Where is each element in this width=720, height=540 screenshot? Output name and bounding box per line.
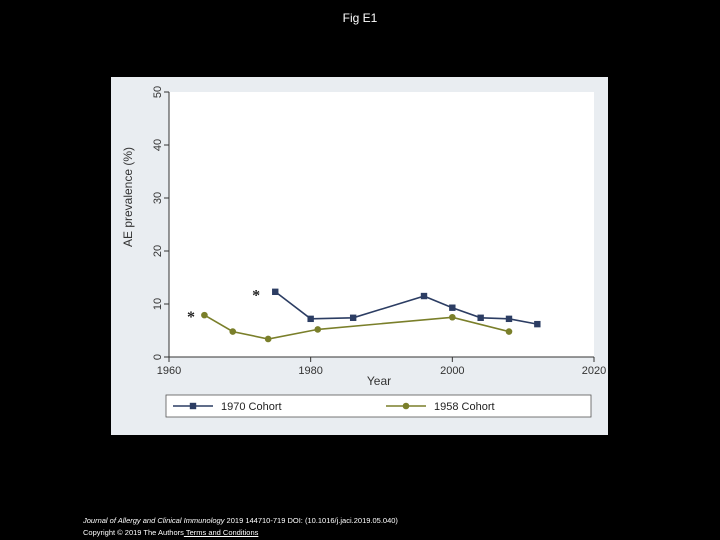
data-point [477,314,484,321]
data-point [505,315,513,323]
x-tick-label: 2020 [582,365,606,377]
legend-box [165,394,592,418]
annotations: ** [187,287,260,326]
legend: 1970 Cohort 1958 Cohort [165,394,592,418]
data-point [201,311,208,319]
data-point [264,335,272,343]
x-tick-label: 2000 [440,365,464,377]
series-markers [201,288,541,343]
series-lines [203,291,538,340]
plot-area [169,92,594,357]
x-axis-label: Year [367,374,391,388]
data-point [314,326,322,333]
data-point [449,304,456,311]
y-tick-label: 30 [152,192,164,204]
y-tick-label: 10 [152,298,164,310]
y-tick-label: 50 [152,86,164,98]
data-point [272,288,279,296]
y-tick-label: 40 [152,139,164,151]
figure-panel: 0 10 20 30 40 50 1960 1980 2000 2020 * * Year AE p… [111,77,608,435]
legend-label: 1970 Cohort [221,401,282,413]
data-point [307,315,314,323]
significance-asterisk: * [252,287,260,304]
copyright-text: Copyright © 2019 The Authors [83,528,184,537]
legend-marker [402,402,410,410]
copyright: Copyright © 2019 The Authors Terms and C… [83,527,398,539]
data-point [534,320,541,328]
axes: 0 10 20 30 40 50 1960 1980 2000 2020 [152,86,606,377]
terms-and-conditions-link[interactable]: Terms and Conditions [183,528,259,537]
footer: Journal of Allergy and Clinical Immunolo… [83,515,398,539]
y-tick-label: 20 [152,245,164,257]
data-point [229,328,237,335]
legend-label: 1958 Cohort [434,401,495,413]
data-point [349,314,357,321]
data-point [505,328,513,335]
y-axis-label: AE prevalence (%) [121,147,135,247]
x-tick-label: 1980 [298,365,322,377]
legend-marker [189,402,197,410]
citation-details: 2019 144710-719 DOI: (10.1016/j.jaci.201… [224,516,398,525]
series-line-1 [203,314,510,340]
series-line-0 [274,291,538,325]
x-tick-label: 1960 [157,365,181,377]
slide-title: Fig E1 [342,11,378,25]
data-point [420,292,428,300]
significance-asterisk: * [187,309,195,326]
data-point [449,313,456,321]
citation-journal: Journal of Allergy and Clinical Immunolo… [83,516,225,525]
citation: Journal of Allergy and Clinical Immunolo… [83,515,398,527]
y-tick-label: 0 [152,354,164,360]
